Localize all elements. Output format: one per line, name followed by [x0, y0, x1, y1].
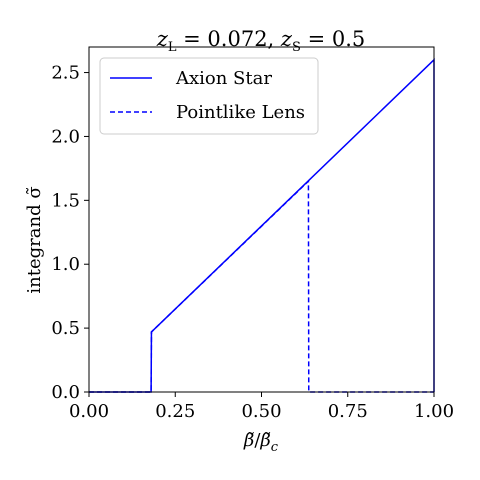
y-tick-label: 1.5: [51, 190, 80, 211]
x-tick-label: 0.75: [328, 401, 368, 422]
legend: Axion Star Pointlike Lens: [99, 57, 319, 135]
x-label-slash: /: [254, 430, 261, 451]
y-axis-label: integrand σ̃: [24, 186, 45, 293]
y-tick-label: 1.0: [51, 254, 80, 275]
y-tick-label: 0.5: [51, 318, 80, 339]
title-z-source: z: [280, 27, 293, 51]
x-tick-label: 0.50: [241, 401, 281, 422]
series-line-pointlike-lens: [89, 179, 434, 393]
x-label-beta: β̃: [243, 430, 254, 451]
legend-label-axion-star: Axion Star: [175, 68, 272, 89]
y-tick-label: 2.0: [51, 126, 80, 147]
x-tick-label: 0.25: [155, 401, 195, 422]
title-z-lens: z: [156, 27, 169, 51]
legend-frame: [99, 57, 319, 135]
x-label-beta-c: β̃: [259, 430, 270, 451]
x-tick-label: 0.00: [69, 401, 109, 422]
y-tick-label: 0.0: [51, 382, 80, 403]
legend-label-pointlike-lens: Pointlike Lens: [176, 102, 305, 123]
x-tick-label: 1.00: [414, 401, 454, 422]
x-axis-label: β̃/β̃c: [243, 430, 279, 455]
y-tick-label: 2.5: [51, 63, 80, 84]
x-label-c-subscript: c: [271, 440, 279, 455]
chart-title: zL = 0.072, zS = 0.5: [156, 27, 365, 55]
ticks-layer: 0.00 0.25 0.50 0.75 1.00 0.0 0.5 1.0 1.5 2.0 2.5: [51, 63, 454, 422]
